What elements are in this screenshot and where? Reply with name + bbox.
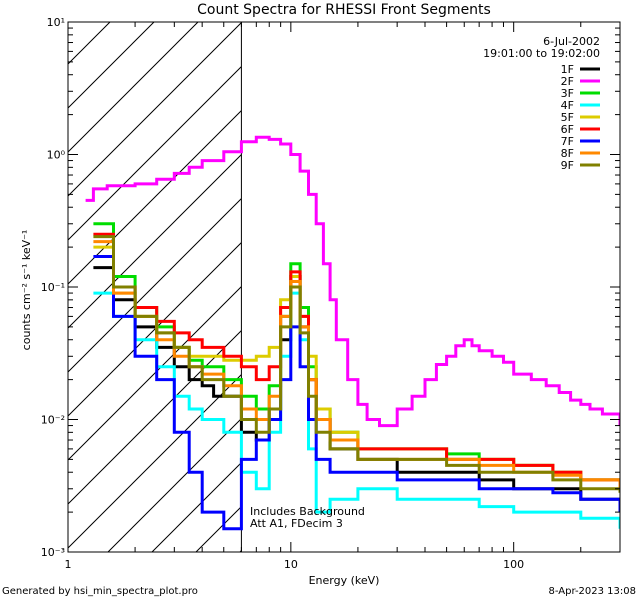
footer-generated-by: Generated by hsi_min_spectra_plot.pro [2, 586, 198, 597]
legend-time-range: 19:01:00 to 19:02:00 [483, 47, 600, 60]
x-tick-label: 1 [65, 558, 72, 571]
legend-label-9f: 9F [561, 159, 574, 172]
x-tick-label: 10 [284, 558, 298, 571]
series-line-2f [85, 135, 620, 428]
y-tick-label: 10⁰ [47, 149, 66, 162]
hatched-region [68, 22, 242, 552]
series-line-9f [93, 235, 620, 493]
legend-date: 6-Jul-2002 [543, 35, 600, 48]
legend-label-6f: 6F [561, 123, 574, 136]
chart-title: Count Spectra for RHESSI Front Segments [197, 2, 491, 18]
y-axis-label: counts cm⁻² s⁻¹ keV⁻¹ [20, 230, 33, 351]
x-tick-label: 100 [503, 558, 524, 571]
legend-label-4f: 4F [561, 99, 574, 112]
legend-label-7f: 7F [561, 135, 574, 148]
legend-label-3f: 3F [561, 87, 574, 100]
legend-label-2f: 2F [561, 75, 574, 88]
footer-timestamp: 8-Apr-2023 13:08 [549, 586, 636, 597]
y-tick-label: 10⁻² [41, 414, 65, 427]
y-tick-label: 10⁻³ [41, 546, 65, 559]
y-tick-label: 10⁻¹ [41, 281, 65, 294]
legend-label-1f: 1F [561, 63, 574, 76]
annotation-background: Includes Background [250, 505, 365, 518]
legend: 6-Jul-2002 19:01:00 to 19:02:00 1F2F3F4F… [483, 35, 600, 172]
annotation-attenuator: Att A1, FDecim 3 [250, 517, 343, 530]
legend-label-5f: 5F [561, 111, 574, 124]
series-line-7f [93, 255, 620, 531]
y-tick-label: 10¹ [47, 16, 65, 29]
legend-label-8f: 8F [561, 147, 574, 160]
x-axis-label: Energy (keV) [309, 574, 380, 587]
